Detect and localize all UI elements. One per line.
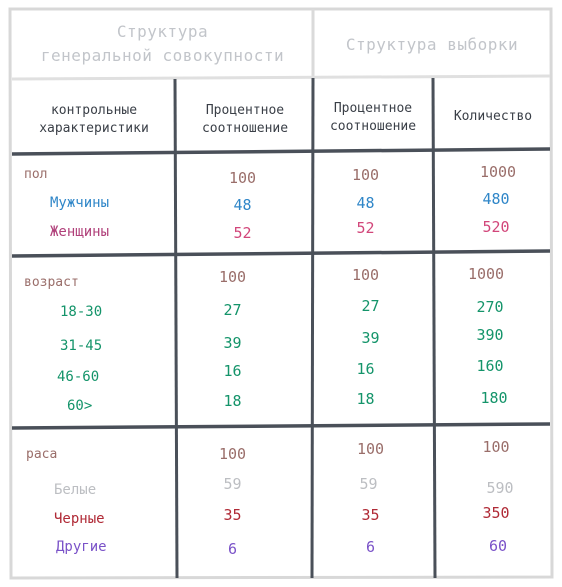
col-line-2: [310, 77, 315, 579]
row-label-men: Мужчины: [50, 195, 110, 211]
age-total-count: 1000: [467, 265, 505, 283]
age-18-30-pop-pct: 27: [223, 301, 242, 319]
age-total-sample-pct: 100: [351, 266, 380, 284]
black-pop-pct: 35: [223, 506, 242, 524]
race-total-count: 100: [482, 438, 510, 456]
white-sample-pct: 59: [359, 475, 378, 493]
age-60-plus-count: 180: [480, 389, 508, 407]
col-line-3: [431, 77, 437, 579]
header-sample-percent-line-2: соотношение: [329, 119, 417, 134]
row-label-age-60-plus: 60>: [67, 398, 93, 414]
row-label-women: Женщины: [50, 224, 110, 240]
gender-total-pop-pct: 100: [228, 169, 257, 187]
population-structure-title: Структура генеральной совокупности: [15, 24, 310, 64]
row-label-white: Белые: [54, 482, 97, 498]
header-population-percent-line-2: соотношение: [201, 121, 289, 136]
age-31-45-pop-pct: 39: [223, 334, 242, 352]
age-total-pop-pct: 100: [218, 268, 247, 286]
age-31-45-count: 390: [476, 326, 504, 344]
age-60-plus-pop-pct: 18: [223, 392, 242, 410]
black-sample-pct: 35: [361, 506, 380, 524]
col-line-1: [173, 78, 179, 579]
other-pop-pct: 6: [227, 540, 238, 558]
women-count: 520: [482, 218, 510, 236]
header-characteristics: контрольные характеристики: [14, 104, 174, 135]
row-line-header: [11, 147, 551, 156]
white-count: 590: [486, 479, 514, 497]
row-label-age-46-60: 46-60: [57, 369, 100, 385]
age-18-30-sample-pct: 27: [361, 297, 380, 315]
race-total-pop-pct: 100: [218, 445, 247, 463]
header-sample-count: Количество: [453, 109, 533, 124]
header-population-percent-line-1: Процентное: [205, 103, 285, 118]
header-sample-percent-line-1: Процентное: [333, 101, 413, 116]
age-46-60-sample-pct: 16: [356, 360, 375, 378]
age-18-30-count: 270: [476, 298, 504, 316]
group-label-age: возраст: [24, 275, 79, 290]
row-label-other: Другие: [56, 539, 107, 555]
header-characteristics-line-1: контрольные: [50, 103, 138, 118]
outer-frame: [8, 7, 554, 580]
sample-structure-title: Структура выборки: [345, 35, 519, 54]
age-31-45-sample-pct: 39: [361, 329, 380, 347]
age-46-60-pop-pct: 16: [223, 362, 242, 380]
race-total-sample-pct: 100: [356, 440, 385, 458]
header-population-percent: Процентное соотношение: [178, 104, 312, 135]
header-characteristics-line-2: характеристики: [39, 121, 149, 136]
black-count: 350: [482, 504, 510, 522]
men-pop-pct: 48: [233, 196, 252, 214]
population-title-line-2: генеральной совокупности: [40, 46, 285, 65]
header-sample-percent: Процентное соотношение: [314, 102, 432, 133]
gender-total-count: 1000: [479, 163, 517, 181]
row-line-age: [11, 422, 551, 430]
row-label-age-31-45: 31-45: [60, 338, 103, 354]
row-label-age-18-30: 18-30: [60, 304, 103, 320]
row-label-black: Черные: [54, 511, 105, 527]
white-pop-pct: 59: [223, 475, 242, 493]
gender-total-sample-pct: 100: [351, 166, 380, 184]
women-sample-pct: 52: [356, 219, 375, 237]
men-count: 480: [482, 190, 510, 208]
group-label-gender: пол: [24, 167, 48, 182]
age-60-plus-sample-pct: 18: [356, 390, 375, 408]
women-pop-pct: 52: [233, 224, 252, 242]
group-label-race: раса: [26, 447, 58, 462]
age-46-60-count: 160: [476, 357, 504, 375]
population-title-line-1: Структура: [116, 22, 209, 41]
row-line-gender: [11, 249, 551, 258]
men-sample-pct: 48: [356, 194, 375, 212]
other-sample-pct: 6: [365, 538, 376, 556]
header-divider-horizontal: [11, 74, 551, 81]
other-count: 60: [488, 537, 508, 555]
